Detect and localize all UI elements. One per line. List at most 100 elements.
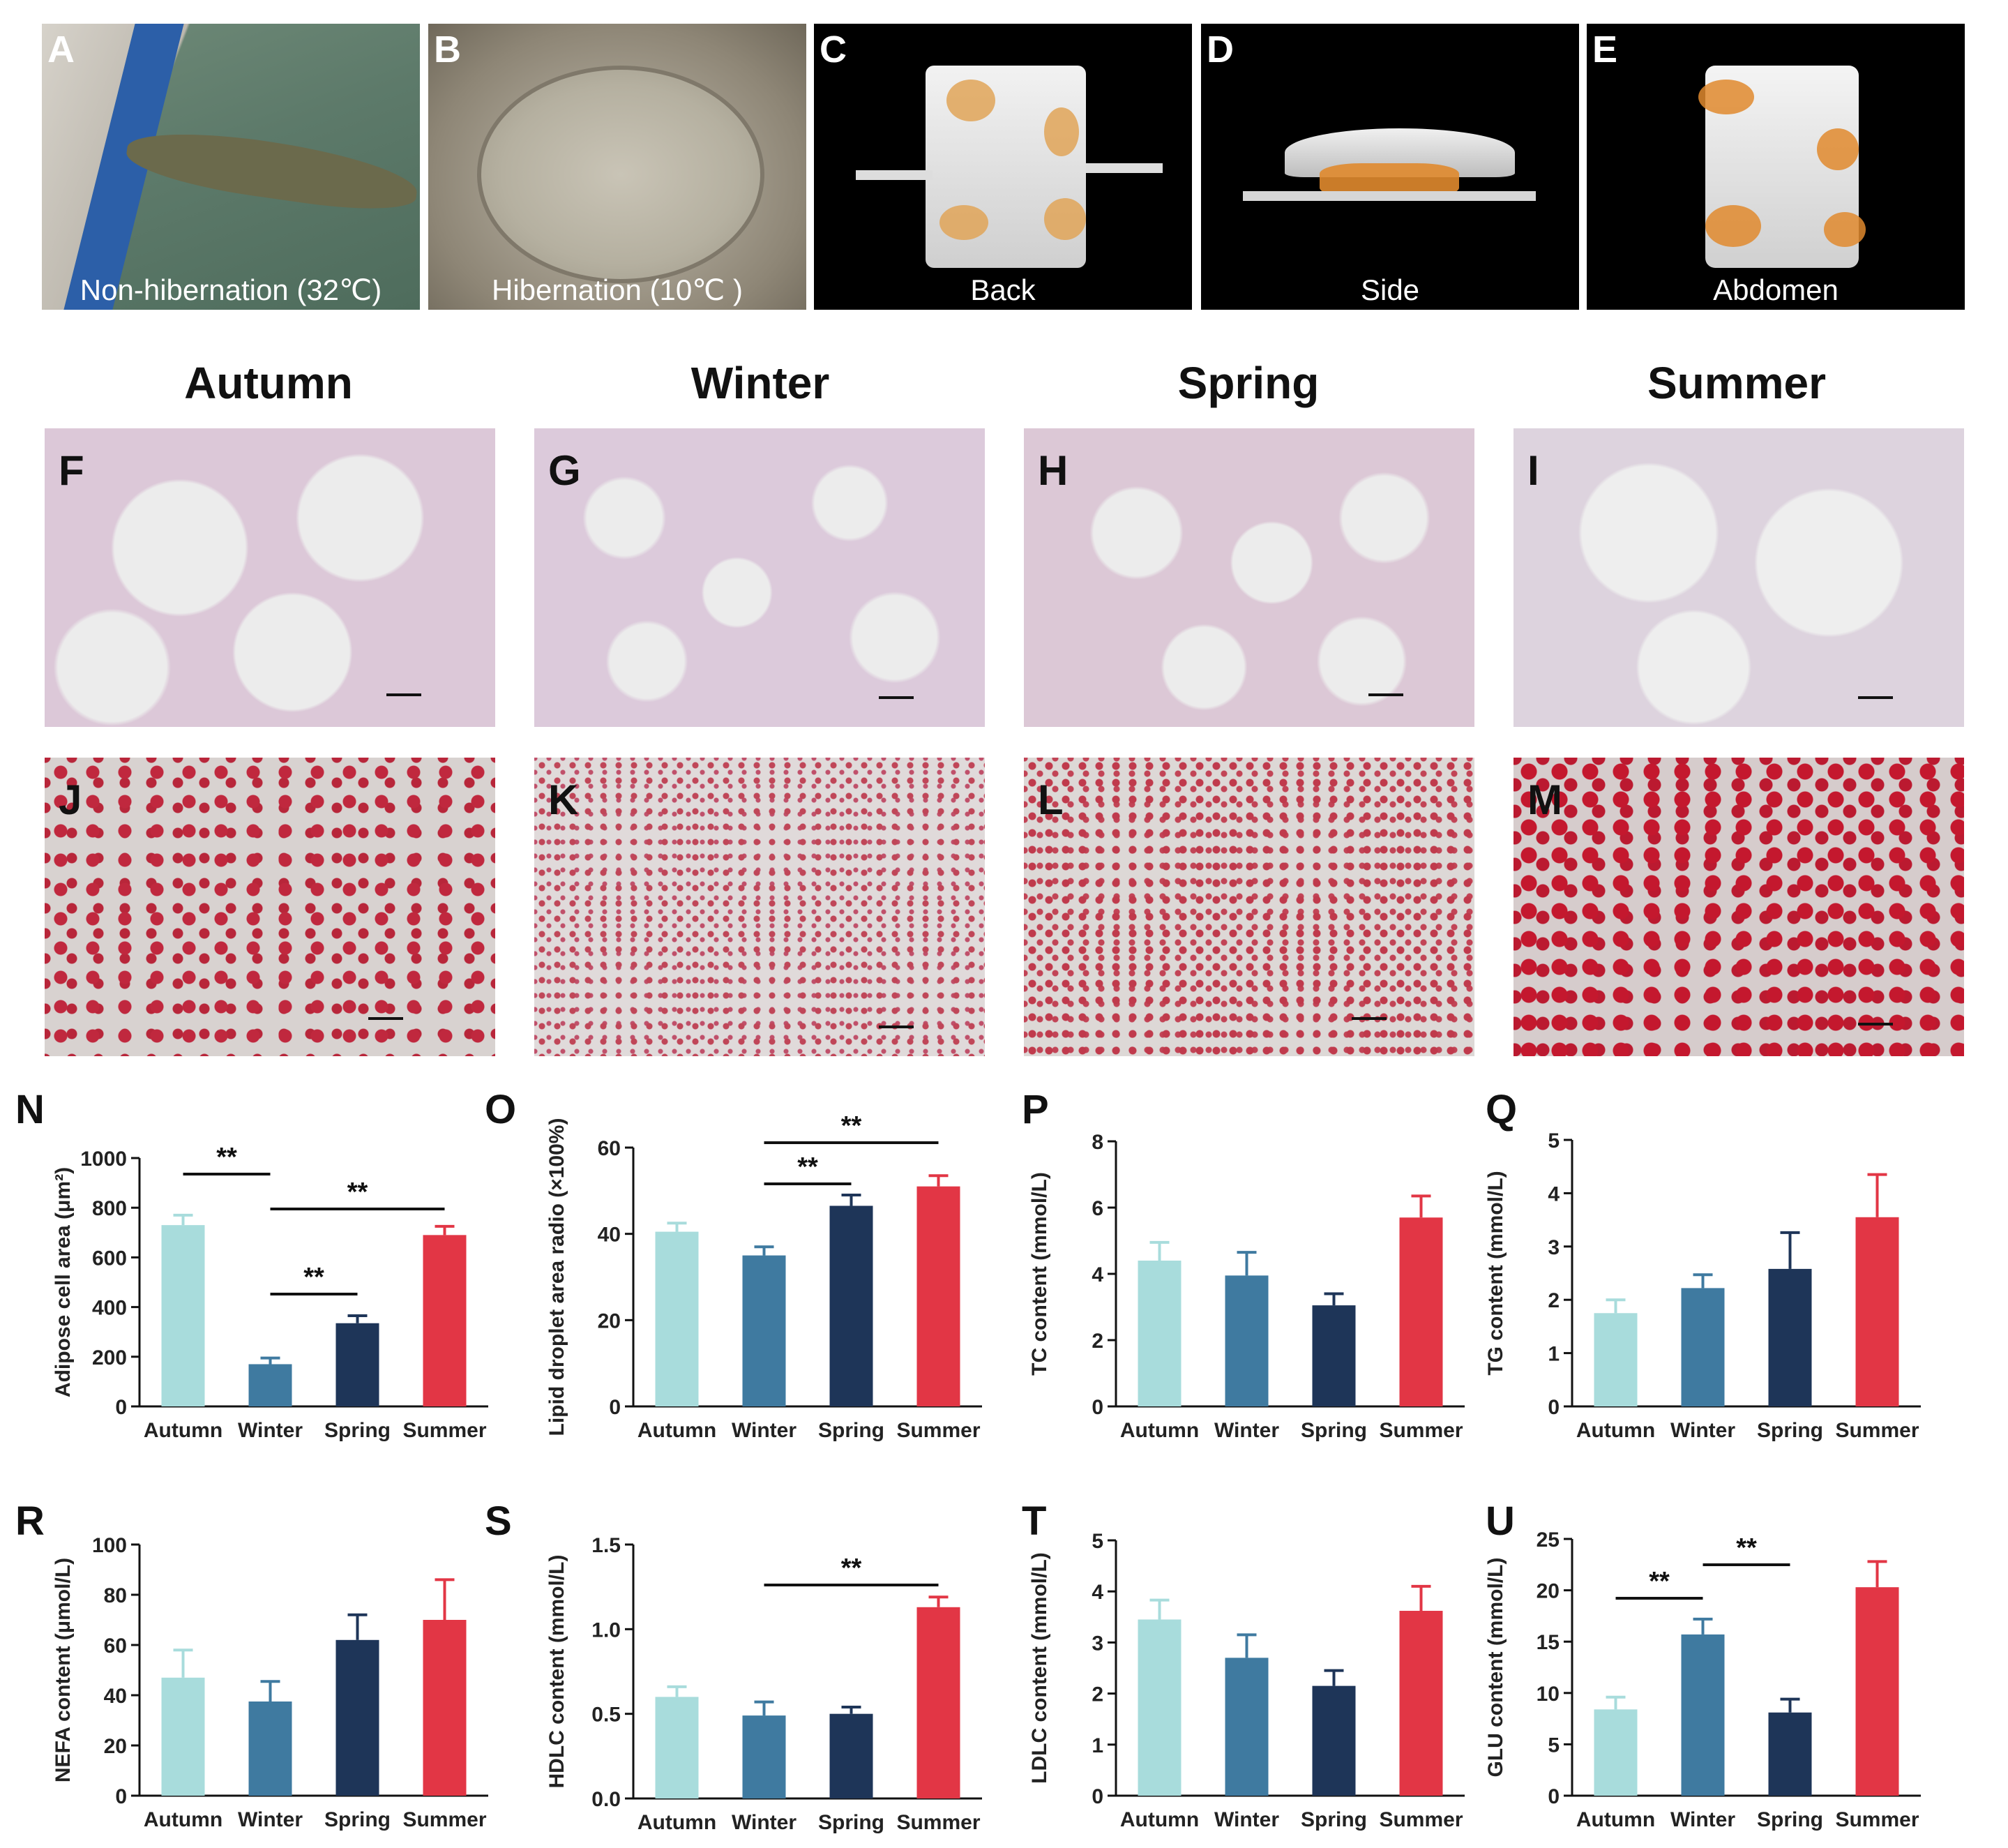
ct-fat-deposit <box>946 80 995 121</box>
y-axis-label: HDLC content (mmol/L) <box>545 1555 568 1789</box>
scale-bar <box>1352 1017 1387 1020</box>
x-tick-label: Winter <box>238 1808 303 1831</box>
panel-letter: H <box>1038 447 1069 494</box>
x-tick-label: Autumn <box>1576 1808 1655 1831</box>
scale-bar <box>1858 1023 1893 1026</box>
y-tick-label: 100 <box>92 1534 127 1557</box>
significance-label: ** <box>347 1178 368 1207</box>
y-tick-label: 400 <box>92 1297 127 1320</box>
ct-fat-deposit <box>939 205 988 240</box>
bar <box>1138 1619 1182 1796</box>
significance-label: ** <box>1736 1533 1757 1563</box>
bar <box>742 1255 786 1406</box>
y-tick-label: 0.5 <box>591 1704 621 1727</box>
x-tick-label: Winter <box>1670 1419 1735 1442</box>
ct-limb <box>1086 163 1163 173</box>
photo-caption: Hibernation (10℃ ) <box>492 273 743 306</box>
scale-bar <box>1858 696 1893 699</box>
panel-letter: T <box>1022 1498 1046 1544</box>
bar <box>423 1235 467 1406</box>
x-tick-label: Summer <box>1835 1808 1919 1831</box>
y-tick-label: 60 <box>104 1635 127 1658</box>
turtle-shell-in-mud <box>477 66 764 283</box>
y-tick-label: 25 <box>1537 1528 1560 1552</box>
y-tick-label: 2 <box>1092 1683 1103 1706</box>
y-tick-label: 600 <box>92 1247 127 1270</box>
bar <box>916 1607 960 1798</box>
oil-red-micrograph-autumn: J <box>45 758 495 1056</box>
season-header: Autumn <box>184 358 353 408</box>
x-tick-label: Summer <box>1835 1419 1919 1442</box>
ct-fat-deposit <box>1817 128 1859 170</box>
y-tick-label: 1.0 <box>591 1618 621 1642</box>
photo-panel-a: A Non-hibernation (32℃) <box>42 24 420 310</box>
y-tick-label: 3 <box>1548 1236 1560 1259</box>
he-micrograph-summer: I <box>1513 428 1964 727</box>
y-tick-label: 4 <box>1548 1182 1560 1205</box>
y-axis-label: Adipose cell area (μm²) <box>52 1167 75 1397</box>
x-tick-label: Summer <box>402 1808 486 1831</box>
x-tick-label: Spring <box>324 1808 391 1831</box>
bar <box>1681 1634 1725 1796</box>
y-tick-label: 15 <box>1537 1631 1560 1654</box>
y-tick-label: 60 <box>598 1137 621 1160</box>
x-tick-label: Autumn <box>1576 1419 1655 1442</box>
y-tick-label: 4 <box>1092 1263 1103 1286</box>
scale-bar <box>879 696 914 699</box>
bar <box>335 1639 379 1796</box>
bar <box>248 1701 292 1796</box>
x-tick-label: Autumn <box>637 1419 716 1442</box>
y-tick-label: 1.5 <box>591 1534 621 1557</box>
panel-letter: B <box>434 29 461 70</box>
season-header: Summer <box>1647 358 1827 408</box>
significance-label: ** <box>303 1263 324 1292</box>
panel-letter: I <box>1527 447 1539 494</box>
y-tick-label: 0 <box>1548 1396 1560 1419</box>
bar <box>1681 1288 1725 1406</box>
scale-bar <box>386 693 421 696</box>
y-tick-label: 40 <box>104 1685 127 1708</box>
panel-letter: O <box>485 1087 516 1132</box>
y-tick-label: 10 <box>1537 1683 1560 1706</box>
oil-red-micrograph-winter: K <box>534 758 985 1056</box>
x-tick-label: Spring <box>1301 1419 1367 1442</box>
oil-red-micrograph-summer: M <box>1513 758 1964 1056</box>
bar <box>742 1715 786 1798</box>
significance-label: ** <box>841 1554 862 1583</box>
x-tick-label: Winter <box>1670 1808 1735 1831</box>
x-tick-label: Summer <box>1379 1808 1463 1831</box>
x-tick-label: Winter <box>238 1419 303 1442</box>
panel-letter: C <box>820 29 847 70</box>
y-tick-label: 5 <box>1092 1530 1103 1553</box>
panel-letter: E <box>1592 29 1618 70</box>
y-tick-label: 5 <box>1548 1129 1560 1152</box>
y-axis-label: TG content (mmol/L) <box>1484 1171 1507 1375</box>
y-tick-label: 1 <box>1548 1343 1560 1366</box>
panel-letter: N <box>15 1087 45 1132</box>
bar <box>1225 1658 1269 1796</box>
photo-caption: Side <box>1360 273 1420 306</box>
y-tick-label: 20 <box>1537 1580 1560 1603</box>
ct-fat-deposit <box>1698 80 1754 114</box>
bar <box>423 1620 467 1796</box>
bar <box>1855 1587 1899 1796</box>
panel-letter: M <box>1527 776 1562 823</box>
y-tick-label: 80 <box>104 1584 127 1607</box>
panel-letter: K <box>548 776 579 823</box>
x-tick-label: Spring <box>324 1419 391 1442</box>
y-tick-label: 1 <box>1092 1734 1103 1757</box>
x-tick-label: Summer <box>1379 1419 1463 1442</box>
panel-letter: Q <box>1486 1087 1517 1132</box>
y-tick-label: 800 <box>92 1197 127 1220</box>
oil-red-micrograph-spring: L <box>1024 758 1474 1056</box>
scale-bar <box>368 1017 403 1020</box>
y-tick-label: 20 <box>104 1735 127 1758</box>
y-tick-label: 5 <box>1548 1734 1560 1757</box>
y-axis-label: GLU content (mmol/L) <box>1484 1558 1507 1778</box>
ct-fat-deposit <box>1044 198 1086 240</box>
y-tick-label: 0 <box>1092 1396 1103 1419</box>
bar <box>1768 1268 1812 1406</box>
x-tick-label: Spring <box>1301 1808 1367 1831</box>
x-tick-label: Autumn <box>637 1811 716 1834</box>
panel-letter: G <box>548 447 581 494</box>
